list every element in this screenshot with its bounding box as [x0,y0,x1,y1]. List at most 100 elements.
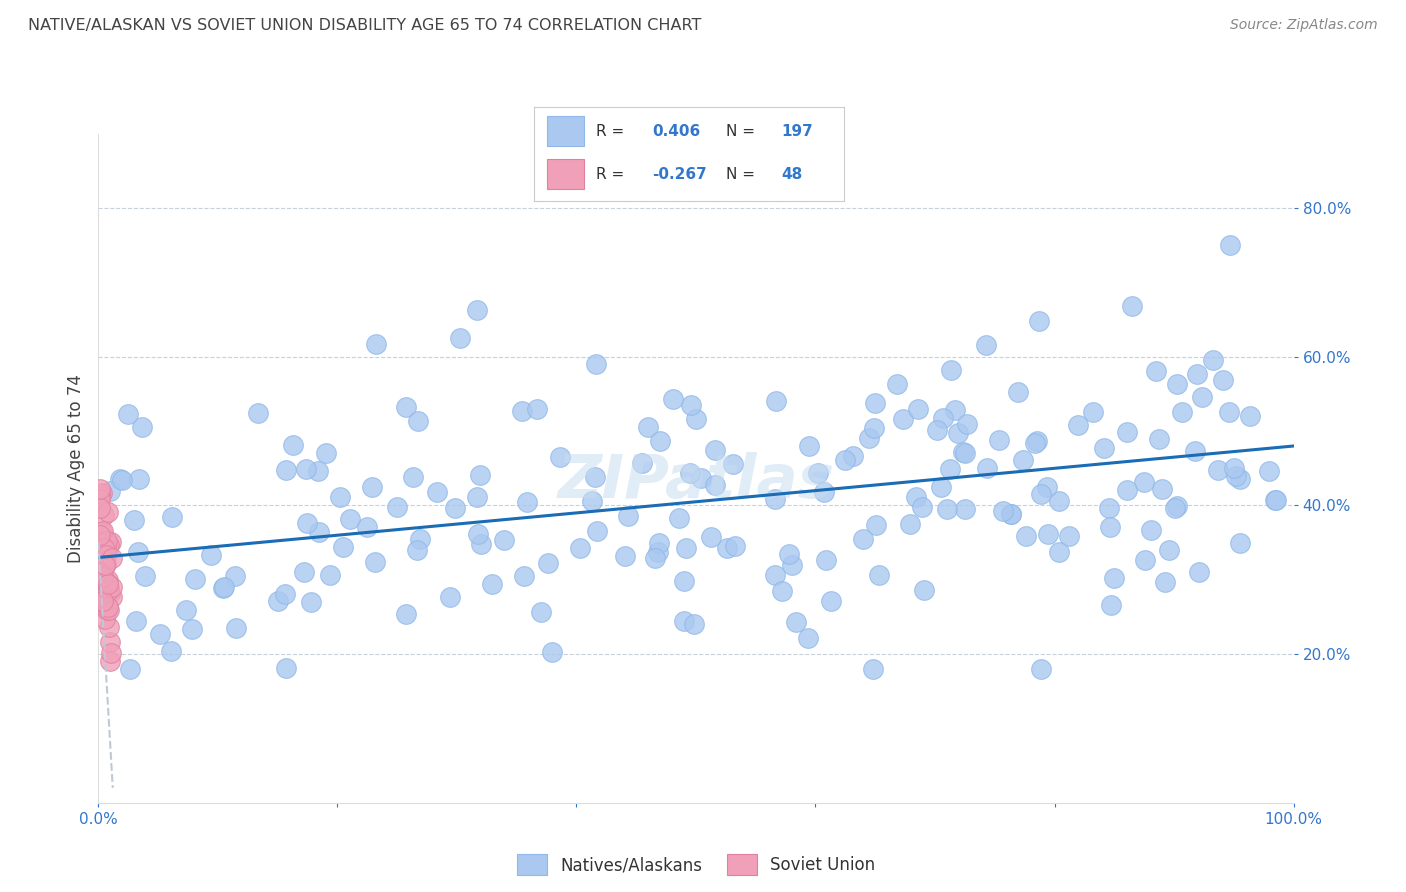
Point [1121,299,1143,313]
Point [703,442,725,457]
Point [510,403,533,417]
Point [363,555,385,569]
Point [583,469,606,483]
Point [90,525,112,540]
Point [1157,542,1180,557]
Point [1239,409,1261,423]
Text: -0.267: -0.267 [652,167,707,182]
Point [797,439,820,453]
Point [785,615,807,629]
Point [1012,452,1035,467]
Point [96,599,118,614]
Text: N =: N = [725,124,755,139]
Point [108,472,131,486]
Point [93,541,115,555]
Point [94,541,117,556]
Point [481,577,503,591]
Point [315,446,337,460]
Point [939,362,962,376]
Point [96,603,118,617]
Point [94,541,117,556]
Point [319,568,342,582]
Point [581,494,603,508]
Point [925,423,948,437]
Point [449,331,471,345]
Point [617,508,640,523]
Point [356,520,378,534]
Point [898,517,921,532]
Point [97,620,120,634]
Point [700,530,723,544]
Point [111,473,134,487]
Point [679,398,702,412]
Point [492,533,515,547]
Point [89,482,111,496]
Point [1015,529,1038,543]
Point [395,607,418,621]
Point [98,603,121,617]
Point [98,581,121,595]
Point [537,556,560,570]
Point [614,549,637,563]
Point [124,513,146,527]
Point [467,526,489,541]
Point [1188,566,1211,580]
Point [585,357,607,371]
Point [1025,434,1047,448]
Point [585,524,607,538]
Point [89,535,111,549]
Point [891,412,914,426]
Point [648,434,671,448]
Point [94,574,117,589]
Point [426,484,449,499]
Point [131,419,153,434]
Point [526,401,548,416]
Point [858,431,880,445]
Point [1099,598,1122,612]
Point [987,433,1010,447]
Point [1258,464,1281,478]
Point [780,558,803,573]
Point [1219,238,1241,252]
Point [339,512,361,526]
Point [281,437,304,451]
Point [842,449,865,463]
Point [406,414,429,428]
Point [200,548,222,562]
Point [1081,405,1104,419]
Point [763,492,786,507]
Text: 197: 197 [782,124,814,139]
Point [299,594,322,608]
Point [94,558,117,573]
Text: 48: 48 [782,167,803,182]
Point [406,543,429,558]
Point [274,463,297,477]
Point [1133,552,1156,566]
Point [1098,501,1121,516]
Point [907,402,929,417]
Point [127,545,149,559]
Point [991,504,1014,518]
Point [813,484,835,499]
Point [292,566,315,580]
Text: 0.406: 0.406 [652,124,700,139]
Point [814,553,837,567]
Point [931,480,953,494]
Point [90,585,112,599]
Text: NATIVE/ALASKAN VS SOVIET UNION DISABILITY AGE 65 TO 74 CORRELATION CHART: NATIVE/ALASKAN VS SOVIET UNION DISABILIT… [28,18,702,33]
Point [93,561,115,575]
Point [1218,405,1240,419]
Point [1047,545,1070,559]
Point [807,466,830,480]
Point [97,505,120,519]
Point [631,456,654,470]
Point [1164,500,1187,515]
Point [97,538,120,552]
Point [946,426,969,441]
Point [868,568,890,582]
Bar [547,160,583,189]
Point [91,594,114,608]
Point [214,580,236,594]
Point [1057,529,1080,543]
Point [97,577,120,591]
